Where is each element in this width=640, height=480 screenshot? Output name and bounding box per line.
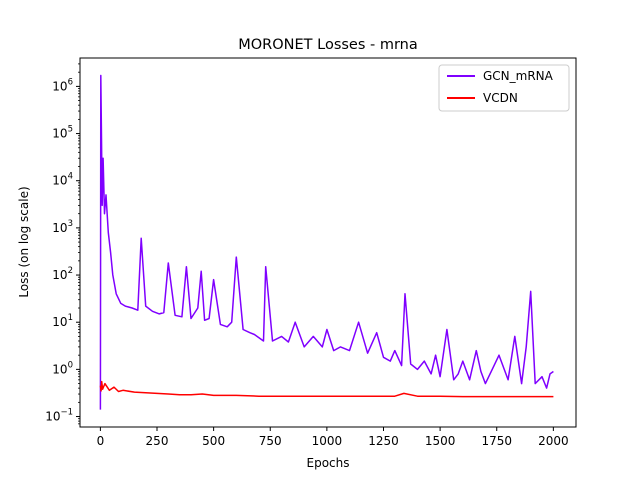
x-tick-label: 1750 (481, 434, 512, 448)
legend-label-vcdn: VCDN (483, 91, 518, 105)
y-tick-label: 101 (52, 313, 73, 329)
y-axis-ticks: 10−1 100 101 102 103 104 105 106 (45, 63, 80, 425)
x-axis-ticks: 0 250 500 750 1000 1250 1500 1750 2000 (97, 427, 569, 448)
legend-label-gcn: GCN_mRNA (483, 69, 554, 83)
x-tick-label: 250 (146, 434, 169, 448)
y-tick-label: 104 (52, 172, 73, 188)
series-layer (99, 74, 554, 410)
chart-title: MORONET Losses - mrna (238, 37, 418, 53)
legend: GCN_mRNA VCDN (438, 64, 570, 112)
y-tick-label: 103 (52, 219, 73, 235)
series-line-gcn-mrna (99, 74, 554, 410)
x-tick-label: 500 (202, 434, 225, 448)
axes-background (80, 58, 576, 427)
y-tick-label: 106 (52, 77, 73, 93)
y-tick-label: 105 (52, 125, 73, 141)
y-tick-label: 102 (52, 266, 73, 282)
x-tick-label: 1250 (368, 434, 399, 448)
x-tick-label: 750 (259, 434, 282, 448)
y-axis-label: Loss (on log scale) (17, 186, 31, 297)
x-tick-label: 2000 (538, 434, 569, 448)
x-tick-label: 1000 (312, 434, 343, 448)
x-axis-label: Epochs (307, 456, 350, 470)
plot-area (79, 57, 577, 428)
series-line-vcdn (99, 380, 554, 398)
y-tick-label: 100 (52, 360, 73, 376)
axes-frame (79, 57, 577, 428)
x-tick-label: 0 (97, 434, 105, 448)
y-tick-label: 10−1 (45, 408, 73, 424)
x-tick-label: 1500 (425, 434, 456, 448)
